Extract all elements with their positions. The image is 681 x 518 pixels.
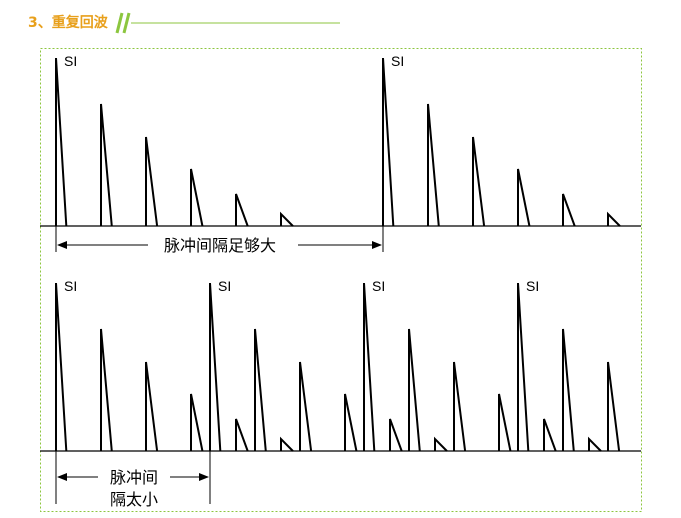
frame [40,48,642,512]
echo [55,282,68,452]
echo [427,103,440,227]
echo [280,211,294,227]
echo [588,436,602,452]
interval-label: 脉冲间 [110,468,158,487]
echo [363,282,376,452]
echo [562,328,575,452]
echo [344,393,358,452]
echo [145,136,159,227]
echo [434,436,448,452]
pulse-label: SI [64,53,77,69]
echo [145,361,159,452]
pulse-label: SI [526,278,539,294]
echo [100,328,113,452]
echo [55,57,68,227]
echo [299,361,313,452]
echo [517,168,531,227]
echo [453,361,467,452]
pulse-label: SI [218,278,231,294]
echo [235,193,249,227]
echo [382,57,395,227]
echo [254,328,267,452]
pulse-label: SI [64,278,77,294]
interval-label: 隔太小 [110,490,158,509]
echo [190,168,204,227]
pulse-label: SI [391,53,404,69]
title-decoration [115,12,340,34]
echo [607,211,621,227]
interval-label: 脉冲间隔足够大 [164,236,276,255]
echo [100,103,113,227]
echo [235,418,249,452]
echo [607,361,621,452]
echo [562,193,576,227]
echo [543,418,557,452]
echo [472,136,486,227]
echo [498,393,512,452]
echo [389,418,403,452]
echo [209,282,222,452]
section-title: 3、重复回波 [28,14,109,31]
echo [517,282,530,452]
pulse-label: SI [372,278,385,294]
echo [280,436,294,452]
echo [190,393,204,452]
echo [408,328,421,452]
